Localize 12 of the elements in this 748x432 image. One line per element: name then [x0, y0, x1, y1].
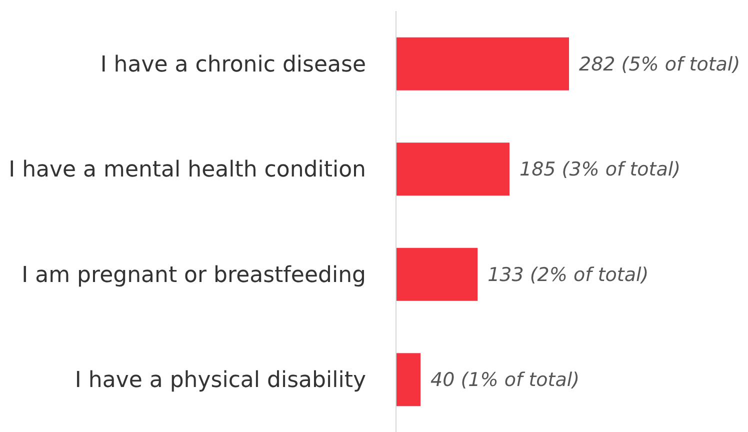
data-label: 133 (2% of total) [488, 264, 649, 286]
bar [396, 142, 510, 196]
y-tick-label: I have a physical disability [74, 368, 366, 394]
data-label: 185 (3% of total) [519, 158, 681, 181]
y-tick-label: I am pregnant or breastfeeding [22, 262, 366, 288]
data-label: 282 (5% of total) [579, 53, 740, 76]
bar [396, 248, 478, 301]
bar [396, 353, 421, 406]
y-tick-label: I have a chronic disease [100, 52, 366, 78]
bar [396, 37, 569, 90]
data-label: 40 (1% of total) [430, 369, 580, 392]
y-tick-label: I have a mental health condition [8, 158, 366, 183]
